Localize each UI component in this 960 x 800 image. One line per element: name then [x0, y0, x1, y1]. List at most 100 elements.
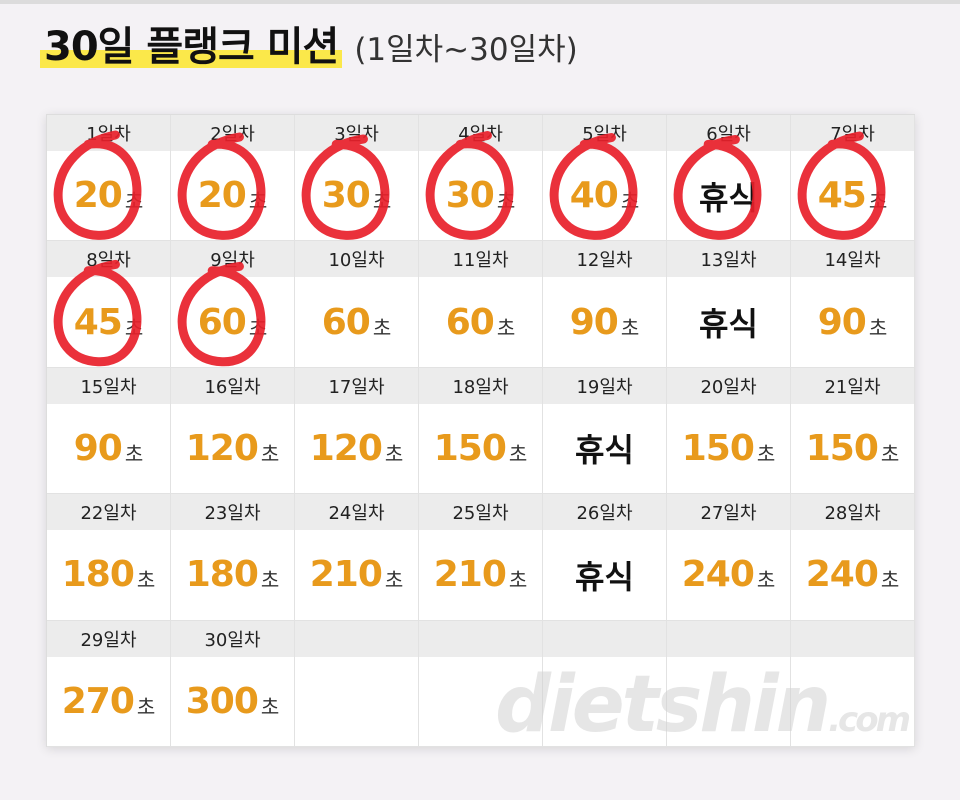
seconds-unit: 초 — [620, 189, 640, 214]
day-cell: 16일차 120 초 — [171, 367, 295, 495]
day-label: 28일차 — [791, 494, 914, 531]
page-title: 30일 플랭크 미션 — [40, 14, 343, 72]
day-label: 3일차 — [295, 115, 418, 151]
day-label: 27일차 — [667, 494, 790, 531]
seconds-value: 120 — [309, 427, 383, 469]
seconds-value: 150 — [805, 427, 879, 469]
day-content: 20 초 — [47, 151, 170, 240]
day-label: 7일차 — [791, 115, 914, 151]
day-cell: 3일차 30 초 — [295, 115, 419, 242]
seconds-unit: 초 — [384, 568, 404, 593]
day-content: 휴식 — [543, 404, 666, 493]
day-label: 26일차 — [543, 494, 666, 531]
day-cell: 15일차 90 초 — [47, 367, 171, 495]
day-label: 4일차 — [419, 115, 542, 151]
day-label: 12일차 — [543, 241, 666, 278]
seconds-value: 60 — [197, 301, 247, 343]
day-cell: 10일차 60 초 — [295, 241, 419, 368]
day-label: 29일차 — [47, 620, 170, 657]
day-content: 150 초 — [791, 404, 914, 493]
top-border — [0, 0, 960, 4]
day-cell: 23일차 180 초 — [171, 494, 295, 621]
empty-cell — [667, 620, 791, 747]
day-cell: 30일차 300 초 — [171, 620, 295, 747]
day-cell: 1일차 20 초 — [47, 115, 171, 242]
seconds-unit: 초 — [384, 441, 404, 466]
seconds-value: 240 — [805, 554, 879, 596]
seconds-unit: 초 — [124, 441, 144, 466]
day-cell: 6일차 휴식 — [667, 115, 791, 242]
seconds-value: 150 — [681, 427, 755, 469]
day-content: 90 초 — [47, 404, 170, 493]
seconds-unit: 초 — [880, 568, 900, 593]
day-cell: 14일차 90 초 — [791, 241, 915, 368]
day-content: 120 초 — [171, 404, 294, 493]
day-content: 휴식 — [667, 151, 790, 240]
day-cell: 5일차 40 초 — [543, 115, 667, 242]
day-label: 30일차 — [171, 620, 294, 657]
day-label: 10일차 — [295, 241, 418, 278]
day-content: 240 초 — [791, 530, 914, 619]
day-content: 40 초 — [543, 151, 666, 240]
day-cell: 18일차 150 초 — [419, 367, 543, 495]
seconds-value: 30 — [321, 175, 371, 217]
empty-cell — [791, 620, 915, 747]
day-cell: 9일차 60 초 — [171, 241, 295, 368]
day-content: 150 초 — [667, 404, 790, 493]
plank-schedule-grid: 1일차 20 초 2일차 20 초 3일차 30 초 4일차 30 초 5일차 40 초 6일차 휴식 7일차 45… — [46, 114, 915, 747]
day-content: 30 초 — [419, 151, 542, 240]
day-label: 23일차 — [171, 494, 294, 531]
day-label: 13일차 — [667, 241, 790, 278]
day-cell: 20일차 150 초 — [667, 367, 791, 495]
seconds-value: 20 — [197, 175, 247, 217]
day-label: 14일차 — [791, 241, 914, 278]
day-label: 25일차 — [419, 494, 542, 531]
seconds-value: 45 — [73, 301, 123, 343]
seconds-unit: 초 — [248, 189, 268, 214]
empty-cell — [295, 620, 419, 747]
day-content: 45 초 — [47, 277, 170, 366]
day-cell: 28일차 240 초 — [791, 494, 915, 621]
seconds-value: 240 — [681, 554, 755, 596]
seconds-unit: 초 — [124, 189, 144, 214]
day-content: 180 초 — [47, 530, 170, 619]
seconds-value: 210 — [309, 554, 383, 596]
seconds-unit: 초 — [756, 568, 776, 593]
day-cell: 8일차 45 초 — [47, 241, 171, 368]
seconds-value: 60 — [445, 301, 495, 343]
page-header: 30일 플랭크 미션 (1일차~30일차) — [40, 14, 578, 74]
day-content: 20 초 — [171, 151, 294, 240]
day-content: 60 초 — [295, 277, 418, 366]
rest-day-text: 휴식 — [699, 178, 758, 217]
day-content: 300 초 — [171, 657, 294, 746]
day-content: 270 초 — [47, 657, 170, 746]
seconds-unit: 초 — [260, 441, 280, 466]
day-label: 15일차 — [47, 367, 170, 404]
seconds-value: 90 — [569, 301, 619, 343]
seconds-value: 90 — [817, 301, 867, 343]
rest-day-text: 휴식 — [575, 557, 634, 596]
day-content: 90 초 — [791, 277, 914, 366]
seconds-value: 270 — [61, 680, 135, 722]
seconds-unit: 초 — [124, 315, 144, 340]
seconds-unit: 초 — [260, 694, 280, 719]
seconds-unit: 초 — [248, 315, 268, 340]
seconds-unit: 초 — [868, 189, 888, 214]
day-label: 1일차 — [47, 115, 170, 151]
day-cell: 21일차 150 초 — [791, 367, 915, 495]
rest-day-text: 휴식 — [699, 305, 758, 344]
seconds-unit: 초 — [868, 315, 888, 340]
day-content: 180 초 — [171, 530, 294, 619]
seconds-unit: 초 — [508, 568, 528, 593]
day-label: 11일차 — [419, 241, 542, 278]
day-cell: 25일차 210 초 — [419, 494, 543, 621]
day-label: 17일차 — [295, 367, 418, 404]
day-content: 휴식 — [543, 530, 666, 619]
day-label: 9일차 — [171, 241, 294, 278]
day-content: 휴식 — [667, 277, 790, 366]
day-cell: 2일차 20 초 — [171, 115, 295, 242]
seconds-value: 90 — [73, 427, 123, 469]
seconds-value: 120 — [185, 427, 259, 469]
